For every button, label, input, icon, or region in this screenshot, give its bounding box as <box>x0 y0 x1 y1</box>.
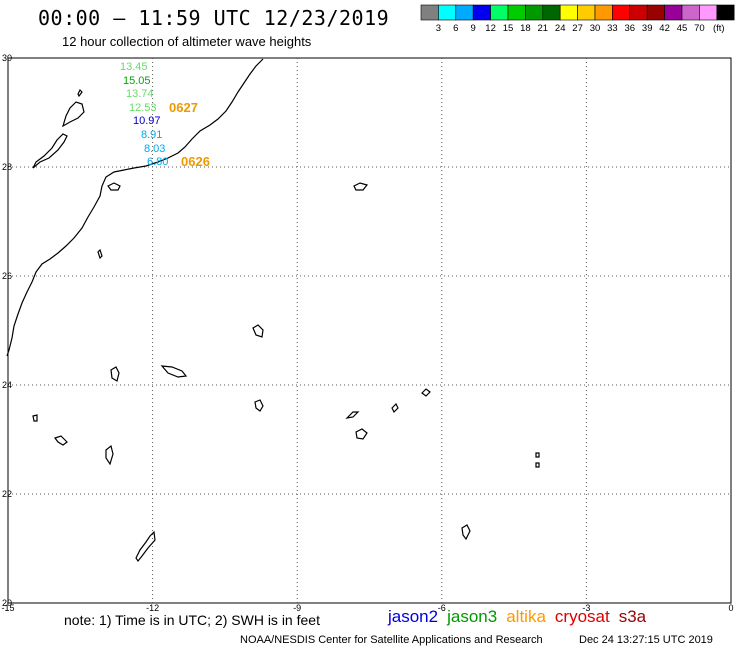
pass-time-label: 0627 <box>169 100 198 115</box>
legend-swatch <box>716 4 735 21</box>
legend-swatch <box>664 4 683 21</box>
footer-timestamp: Dec 24 13:27:15 UTC 2019 <box>579 634 713 646</box>
legend-swatch <box>455 4 474 21</box>
legend-swatch <box>681 4 700 21</box>
swh-value-label: 15.05 <box>123 75 151 87</box>
map-title: 00:00 – 11:59 UTC 12/23/2019 <box>38 6 390 30</box>
lon-tick-label: 0 <box>728 603 733 613</box>
island-15 <box>535 452 540 458</box>
legend-label: 3 <box>436 23 441 34</box>
legend-label: 45 <box>677 23 688 34</box>
lat-tick-label: 22 <box>2 489 12 499</box>
legend-swatch <box>577 4 596 21</box>
lat-lon-grid <box>8 58 731 603</box>
pass-time-labels: 0627 0626 <box>169 100 210 169</box>
lon-tick-label: -3 <box>582 603 590 613</box>
island-7 <box>254 399 264 412</box>
island-3 <box>353 182 369 191</box>
legend-unit: (ft) <box>713 23 725 34</box>
island-9 <box>54 435 68 446</box>
lat-tick-label: 28 <box>2 162 12 172</box>
legend-label: 24 <box>555 23 566 34</box>
pass-time-label: 0626 <box>181 154 210 169</box>
satellite-jason2: jason2 <box>388 607 439 626</box>
island-8 <box>32 414 38 422</box>
legend-swatch <box>559 4 578 21</box>
map-frame <box>7 57 732 604</box>
lon-tick-label: -12 <box>146 603 159 613</box>
swh-value-label: 13.74 <box>126 88 154 100</box>
satellite-s3a: s3a <box>618 607 647 626</box>
island-10 <box>105 444 114 466</box>
satellite-cryosat: cryosat <box>554 607 610 626</box>
footer-credit: NOAA/NESDIS Center for Satellite Applica… <box>240 634 543 646</box>
legend-label: 39 <box>642 23 653 34</box>
satellite-legend: jason2 jason3 altika cryosat s3a <box>388 607 655 627</box>
map-subtitle: 12 hour collection of altimeter wave hei… <box>62 34 312 49</box>
legend-label: 33 <box>607 23 618 34</box>
island-4 <box>252 324 264 338</box>
legend-label: 18 <box>520 23 531 34</box>
legend-swatch <box>490 4 509 21</box>
legend-swatch <box>612 4 631 21</box>
axis-tick-labels: -15 -12 -9 -6 -3 0 30 28 26 24 22 20 <box>1 53 733 613</box>
legend-swatch <box>542 4 561 21</box>
lat-tick-label: 24 <box>2 380 12 390</box>
swh-value-label: 8.91 <box>141 129 162 141</box>
island-6 <box>160 365 188 378</box>
island-16 <box>535 462 540 468</box>
legend-label: 70 <box>694 23 705 34</box>
island-lanzarote <box>61 101 85 128</box>
legend-swatch <box>646 4 665 21</box>
legend-swatch <box>420 4 439 21</box>
island-14 <box>421 388 431 397</box>
lat-tick-label: 30 <box>2 53 12 63</box>
swh-value-label: 12.53 <box>129 102 157 114</box>
satellite-altika: altika <box>506 607 546 626</box>
swh-value-label: 10.97 <box>133 115 161 127</box>
legend-swatch <box>507 4 526 21</box>
legend-swatch <box>472 4 491 21</box>
island-18 <box>135 530 156 563</box>
island-11 <box>345 411 360 419</box>
island-5 <box>110 366 120 382</box>
swh-value-label: 6.80 <box>147 156 168 168</box>
lon-tick-label: -9 <box>293 603 301 613</box>
swh-value-label: 8.03 <box>144 143 165 155</box>
legend-label: 9 <box>471 23 476 34</box>
island-17 <box>461 524 471 541</box>
island-12 <box>391 402 399 414</box>
lon-tick-label: -6 <box>438 603 446 613</box>
legend-swatch <box>594 4 613 21</box>
lat-tick-label: 26 <box>2 271 12 281</box>
satellite-jason3: jason3 <box>447 607 498 626</box>
legend-label: 27 <box>572 23 583 34</box>
island-2 <box>97 248 103 260</box>
note-text: note: 1) Time is in UTC; 2) SWH is in fe… <box>64 612 320 628</box>
island-1 <box>107 182 121 191</box>
legend-label: 30 <box>590 23 601 34</box>
legend-label: 21 <box>538 23 549 34</box>
swh-value-label: 13.45 <box>120 61 148 73</box>
lat-tick-label: 20 <box>2 598 12 608</box>
legend-label: 15 <box>503 23 514 34</box>
island-fuerteventura <box>32 133 68 169</box>
coastlines <box>6 58 540 563</box>
lon-tick-label: -15 <box>1 603 14 613</box>
legend-swatch <box>629 4 648 21</box>
legend-label: 6 <box>453 23 458 34</box>
legend-swatch <box>525 4 544 21</box>
legend-label: 42 <box>659 23 670 34</box>
legend-swatch <box>699 4 718 21</box>
color-legend: 3 6 9 12 15 18 21 24 27 30 33 36 39 42 45 70 (ft) <box>420 4 735 34</box>
legend-label: 36 <box>625 23 636 34</box>
legend-label: 12 <box>485 23 496 34</box>
african-coastline <box>6 58 264 357</box>
island-13 <box>355 428 368 440</box>
island-graciosa <box>77 88 83 98</box>
legend-swatch <box>438 4 457 21</box>
